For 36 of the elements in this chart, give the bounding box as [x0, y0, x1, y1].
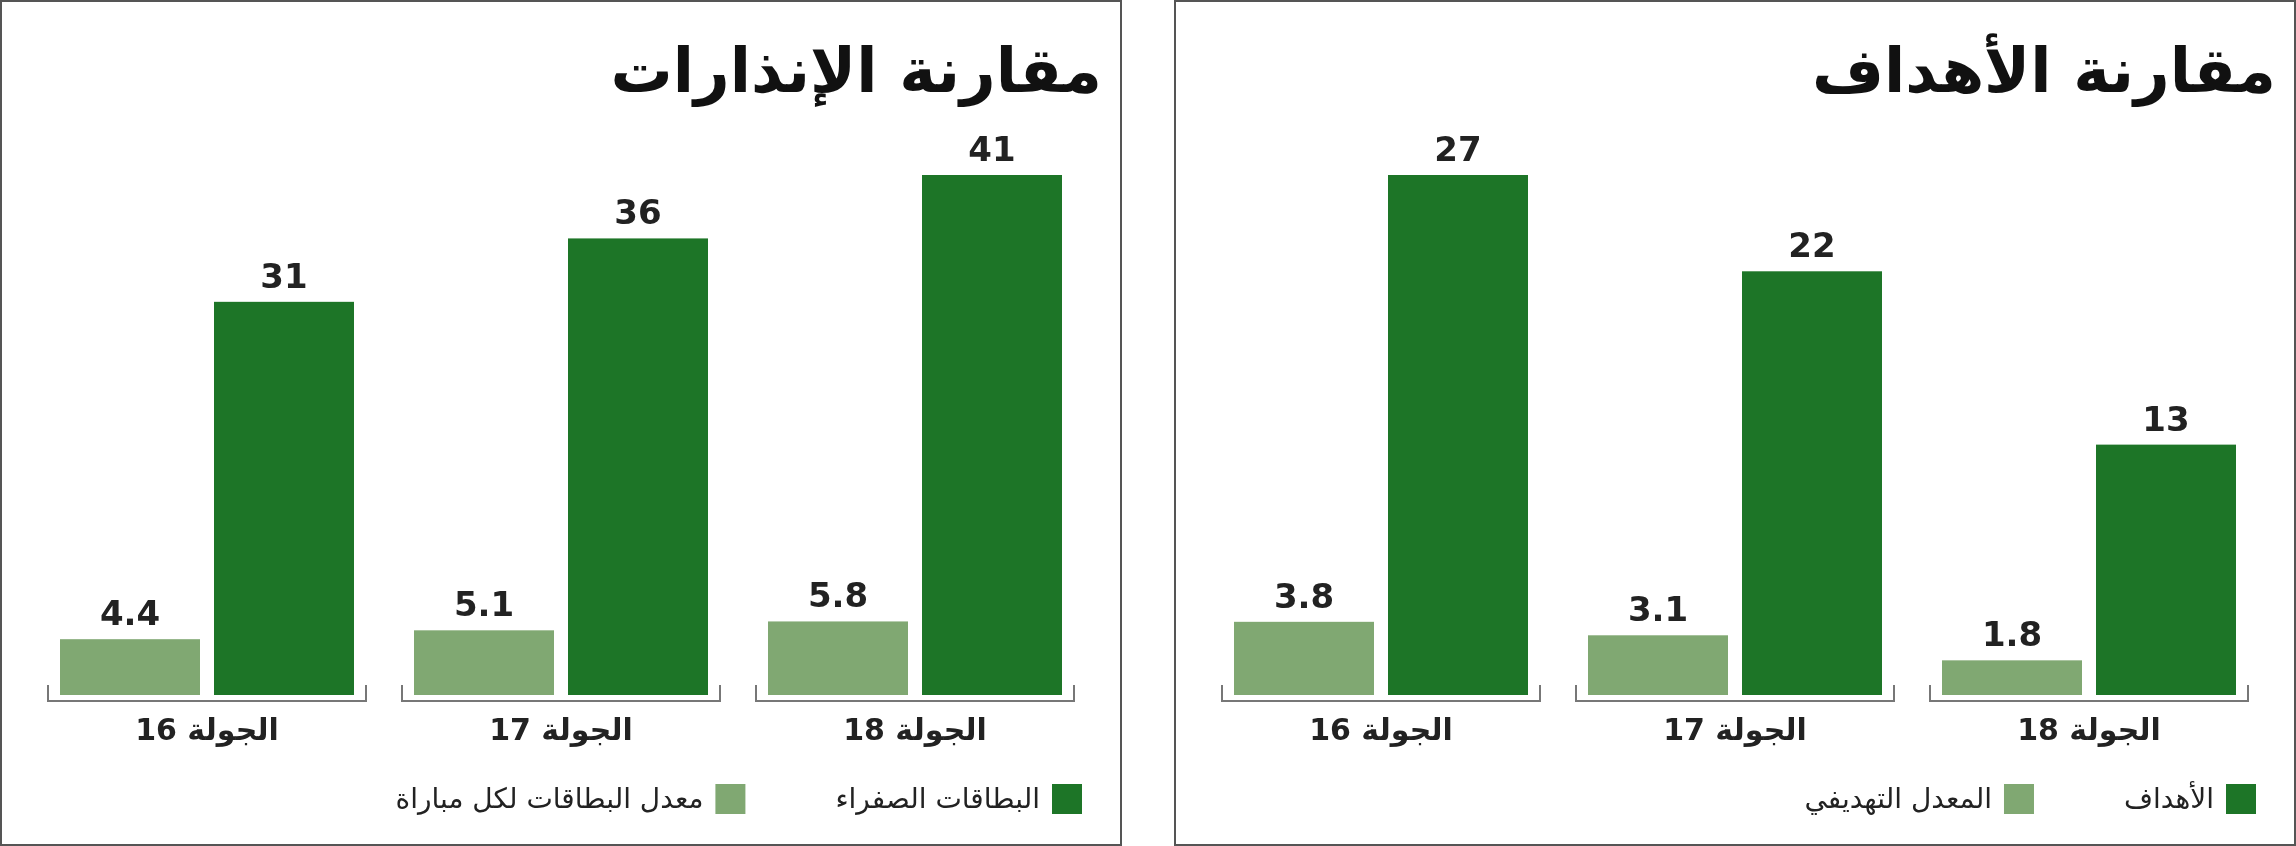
bar [1388, 175, 1528, 695]
data-label: 5.8 [807, 575, 869, 616]
chart-title: مقارنة الأهداف [1812, 33, 2276, 107]
bar [1742, 271, 1882, 695]
bar [568, 238, 708, 695]
bar [414, 630, 554, 695]
bar [60, 639, 200, 695]
data-label: 5.1 [453, 584, 515, 625]
data-label: 3.8 [1273, 575, 1335, 616]
legend-label: الأهداف [2123, 780, 2214, 815]
legend-label: المعدل التهديفي [1804, 782, 1992, 815]
bar [1234, 621, 1374, 695]
data-label: 27 [1434, 129, 1482, 169]
data-label: 22 [1788, 225, 1836, 266]
data-label: 31 [260, 255, 308, 296]
data-label: 41 [968, 129, 1016, 169]
x-tick-label: الجولة 18 [843, 712, 987, 747]
bar [1942, 660, 2082, 695]
chart-title: مقارنة الإنذارات [610, 34, 1102, 107]
x-tick-label: الجولة 18 [2017, 712, 2161, 747]
bar [922, 175, 1062, 695]
bar [214, 301, 354, 695]
bar [768, 621, 908, 695]
bar [2096, 444, 2236, 695]
data-label: 36 [614, 192, 662, 233]
data-label: 1.8 [1981, 614, 2043, 655]
data-label: 13 [2142, 398, 2190, 439]
x-tick-label: الجولة 17 [489, 712, 633, 747]
bar [1588, 635, 1728, 695]
x-tick-label: الجولة 16 [135, 712, 279, 747]
data-label: 3.1 [1627, 589, 1689, 630]
x-tick-label: الجولة 17 [1663, 712, 1807, 747]
legend-label: البطاقات الصفراء [835, 782, 1040, 815]
x-tick-label: الجولة 16 [1309, 712, 1453, 747]
legend-label: معدل البطاقات لكل مباراة [395, 782, 704, 815]
data-label: 4.4 [99, 593, 161, 634]
